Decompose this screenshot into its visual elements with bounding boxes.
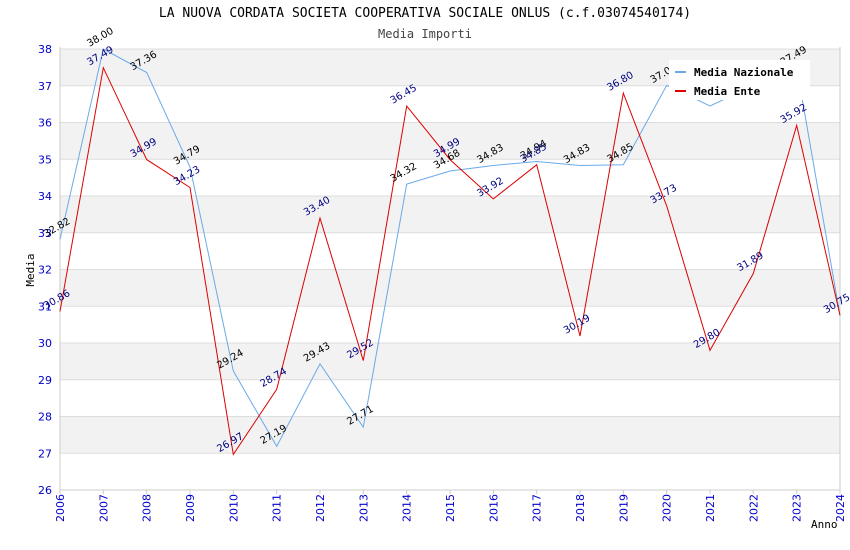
y-tick-label: 32: [38, 264, 52, 277]
y-tick-label: 28: [38, 411, 52, 424]
grid-bands: [60, 49, 840, 454]
x-tick-label: 2012: [314, 494, 327, 522]
y-tick-label: 29: [38, 374, 52, 387]
data-label: 30.86: [42, 288, 72, 312]
series-line-media-nazionale: [59, 48, 841, 448]
y-tick-label: 34: [38, 190, 52, 203]
y-tick-label: 33: [38, 227, 52, 240]
y-tick-label: 36: [38, 117, 52, 130]
x-tick-label: 2018: [574, 494, 587, 522]
legend-box: [669, 60, 810, 100]
tick-labels: 26 27 28 29 30 31 32 33 34 35 36 37 38 2006 2007 2008 20…: [38, 43, 847, 522]
legend: Media Nazionale Media Ente: [669, 60, 810, 100]
y-tick-label: 38: [38, 43, 52, 56]
chart-title: LA NUOVA CORDATA SOCIETA COOPERATIVA SOC…: [158, 6, 692, 21]
y-tick-label: 35: [38, 153, 52, 166]
y-axis-label: Media: [24, 253, 37, 286]
y-tick-label: 27: [38, 447, 52, 460]
series-line-media-ente: [59, 66, 841, 456]
data-label: 38.00: [85, 26, 115, 50]
data-label: 34.32: [389, 161, 419, 185]
chart-subtitle: Media Importi: [378, 27, 472, 41]
x-tick-label: 2009: [184, 494, 197, 522]
x-tick-label: 2024: [834, 494, 847, 522]
data-label: 36.45: [389, 83, 419, 107]
x-tick-label: 2021: [704, 494, 717, 522]
grid-band: [60, 196, 840, 233]
grid-band: [60, 269, 840, 307]
grid-band: [60, 416, 840, 454]
y-tick-label: 31: [38, 300, 52, 313]
x-tick-label: 2014: [401, 494, 414, 522]
x-tick-label: 2013: [357, 494, 370, 522]
x-axis-label: Anno: [811, 518, 838, 531]
x-tick-label: 2008: [141, 494, 154, 522]
x-tick-label: 2015: [444, 494, 457, 522]
x-tick-label: 2006: [54, 494, 67, 522]
axes: [59, 47, 841, 494]
series-lines: [59, 48, 841, 456]
y-tick-label: 26: [38, 484, 52, 497]
x-tick-label: 2022: [747, 494, 760, 522]
x-tick-label: 2016: [487, 494, 500, 522]
data-label: 32.82: [42, 216, 72, 240]
grid-band: [60, 122, 840, 160]
x-tick-label: 2020: [661, 494, 674, 522]
x-tick-label: 2011: [271, 494, 284, 522]
x-tick-label: 2010: [227, 494, 240, 522]
grid-band: [60, 343, 840, 380]
x-tick-label: 2007: [97, 494, 110, 522]
legend-entry: Media Nazionale: [694, 66, 794, 79]
legend-entry: Media Ente: [694, 85, 761, 98]
y-tick-label: 30: [38, 337, 52, 350]
x-tick-label: 2019: [617, 494, 630, 522]
x-tick-label: 2023: [791, 494, 804, 522]
y-tick-label: 37: [38, 80, 52, 93]
x-tick-label: 2017: [531, 494, 544, 522]
data-label: 30.19: [562, 313, 592, 337]
